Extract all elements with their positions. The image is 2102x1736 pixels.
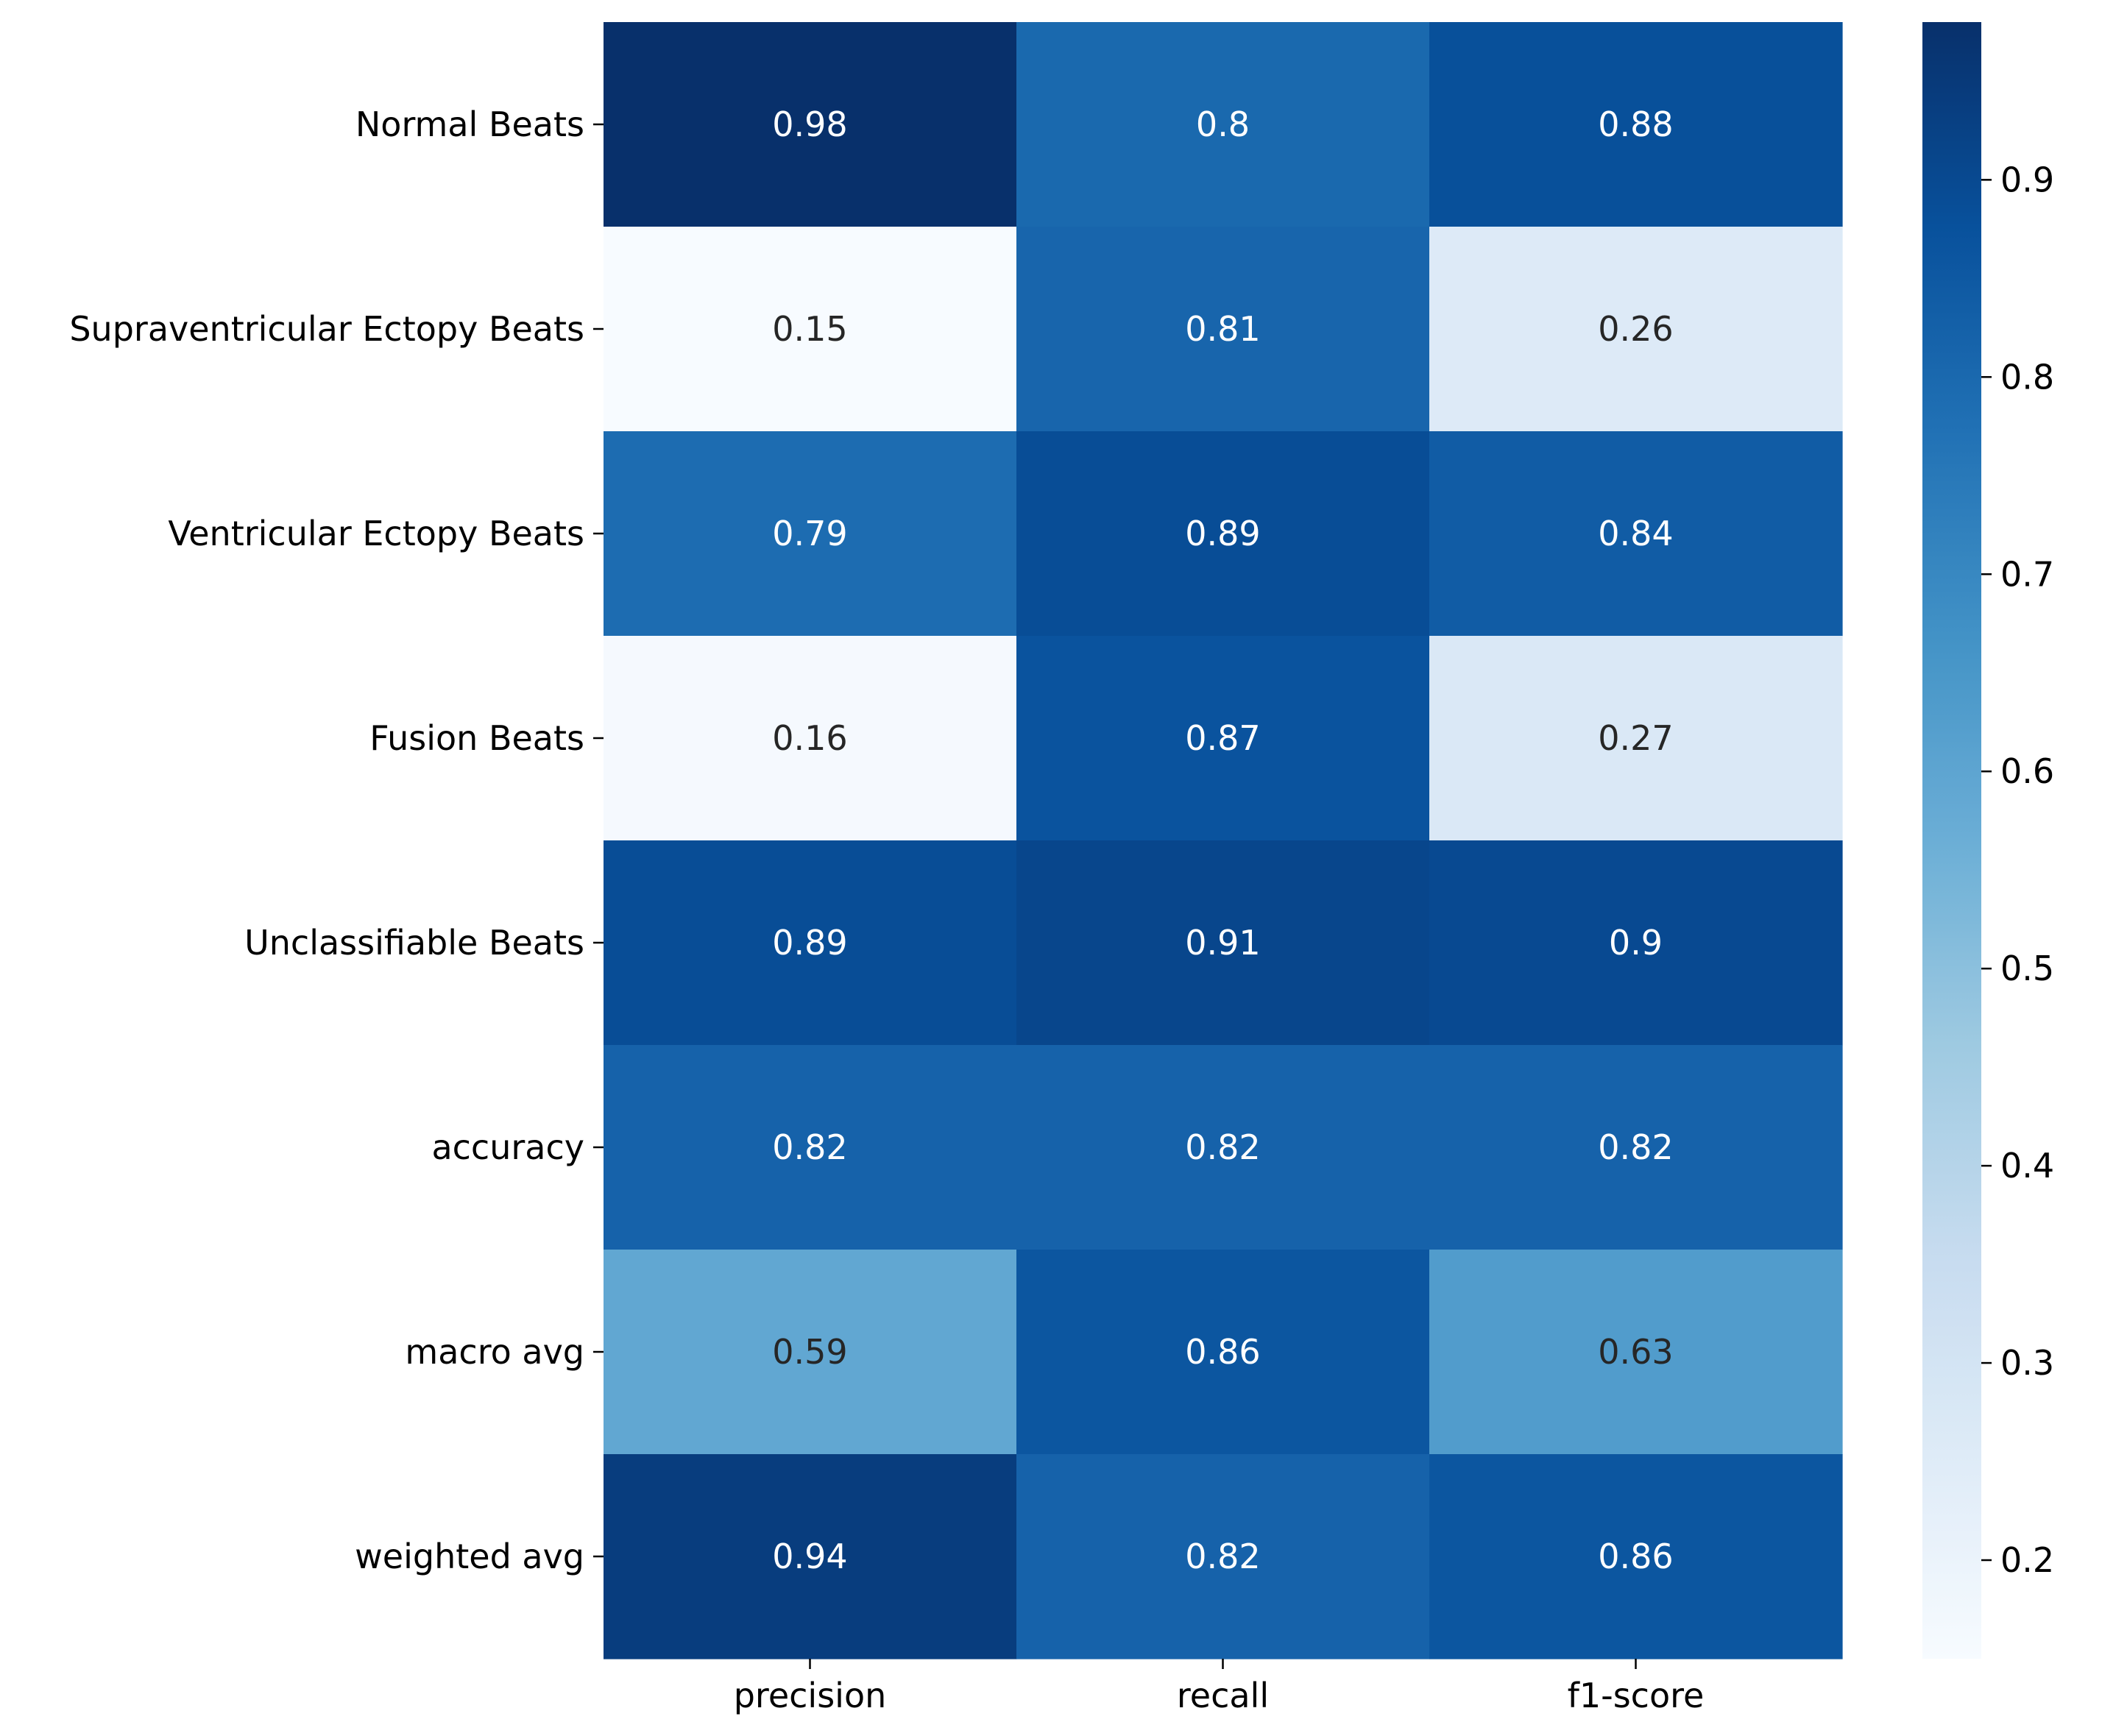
heatmap-cell-r0-c0	[604, 22, 1017, 227]
y-tick-label-3: Fusion Beats	[369, 718, 584, 758]
colorbar-tick-label-6: 0.8	[2000, 357, 2054, 397]
colorbar-tick-label-2: 0.4	[2000, 1146, 2054, 1186]
y-axis: Normal Beats Supraventricular Ectopy Beat…	[69, 104, 604, 1576]
heatmap-cell-r0-c2	[1429, 22, 1843, 227]
y-tick-label-2: Ventricular Ectopy Beats	[168, 514, 584, 553]
cell-annotation-r4-c0: 0.89	[772, 923, 847, 963]
heatmap-cell-r1-c1	[1016, 227, 1430, 432]
cell-annotation-r6-c0: 0.59	[772, 1332, 847, 1372]
cell-annotation-r1-c0: 0.15	[772, 309, 847, 349]
colorbar-tick-label-4: 0.6	[2000, 751, 2054, 791]
cell-annotation-r2-c2: 0.84	[1598, 514, 1673, 553]
heatmap-cell-r4-c1	[1016, 840, 1430, 1046]
heatmap-cell-r2-c2	[1429, 431, 1843, 637]
heatmap-cell-r1-c0	[604, 227, 1017, 432]
cell-annotations: 0.98 0.8 0.88 0.15 0.81 0.26 0.79 0.89 0.84 0.16 0…	[772, 104, 1673, 1576]
cell-annotation-r0-c0: 0.98	[772, 104, 847, 144]
cell-annotation-r3-c0: 0.16	[772, 718, 847, 758]
colorbar-tick-label-0: 0.2	[2000, 1540, 2054, 1580]
heatmap-cell-r5-c0	[604, 1045, 1017, 1250]
cell-annotation-r3-c1: 0.87	[1185, 718, 1260, 758]
heatmap-cell-r6-c1	[1016, 1250, 1430, 1455]
colorbar-gradient	[1922, 22, 1981, 1659]
cell-annotation-r7-c1: 0.82	[1185, 1537, 1260, 1576]
y-tick-label-7: weighted avg	[355, 1537, 584, 1576]
heatmap-cell-r0-c1	[1016, 22, 1430, 227]
x-tick-label-1: recall	[1177, 1676, 1269, 1715]
heatmap-cell-r4-c0	[604, 840, 1017, 1046]
heatmap-cell-r6-c0	[604, 1250, 1017, 1455]
heatmap-cell-r7-c2	[1429, 1454, 1843, 1659]
heatmap-cell-r7-c0	[604, 1454, 1017, 1659]
heatmap-cell-r4-c2	[1429, 840, 1843, 1046]
cell-annotation-r5-c0: 0.82	[772, 1127, 847, 1167]
heatmap-cell-r2-c1	[1016, 431, 1430, 637]
cell-annotation-r5-c2: 0.82	[1598, 1127, 1673, 1167]
colorbar-tick-label-7: 0.9	[2000, 160, 2054, 199]
cell-annotation-r7-c0: 0.94	[772, 1537, 847, 1576]
colorbar-tick-label-1: 0.3	[2000, 1343, 2054, 1383]
colorbar-tick-label-3: 0.5	[2000, 949, 2054, 988]
y-tick-label-1: Supraventricular Ectopy Beats	[69, 309, 584, 349]
y-tick-label-0: Normal Beats	[355, 104, 584, 144]
heatmap-cell-r5-c2	[1429, 1045, 1843, 1250]
heatmap-cell-r7-c1	[1016, 1454, 1430, 1659]
cell-annotation-r0-c1: 0.8	[1196, 104, 1250, 144]
cell-annotation-r4-c2: 0.9	[1609, 923, 1663, 963]
cell-annotation-r1-c1: 0.81	[1185, 309, 1260, 349]
heatmap-cell-r1-c2	[1429, 227, 1843, 432]
cell-annotation-r2-c1: 0.89	[1185, 514, 1260, 553]
cell-annotation-r1-c2: 0.26	[1598, 309, 1673, 349]
cell-annotation-r2-c0: 0.79	[772, 514, 847, 553]
x-axis: precision recall f1-score	[734, 1659, 1705, 1715]
cell-annotation-r6-c1: 0.86	[1185, 1332, 1260, 1372]
colorbar-tick-label-5: 0.7	[2000, 554, 2054, 594]
x-tick-label-2: f1-score	[1568, 1676, 1705, 1715]
x-tick-label-0: precision	[734, 1676, 887, 1715]
cell-annotation-r6-c2: 0.63	[1598, 1332, 1673, 1372]
heatmap-cell-r3-c2	[1429, 636, 1843, 841]
heatmap-cell-r3-c1	[1016, 636, 1430, 841]
heatmap-cells	[604, 22, 1843, 1659]
y-tick-label-4: Unclassifiable Beats	[244, 923, 584, 963]
y-tick-label-6: macro avg	[405, 1332, 584, 1372]
heatmap-cell-r5-c1	[1016, 1045, 1430, 1250]
cell-annotation-r7-c2: 0.86	[1598, 1537, 1673, 1576]
heatmap-cell-r2-c0	[604, 431, 1017, 637]
heatmap-cell-r6-c2	[1429, 1250, 1843, 1455]
y-tick-label-5: accuracy	[431, 1127, 584, 1167]
cell-annotation-r3-c2: 0.27	[1598, 718, 1673, 758]
cell-annotation-r4-c1: 0.91	[1185, 923, 1260, 963]
colorbar: 0.2 0.3 0.4 0.5 0.6 0.7 0.8 0.9	[1922, 22, 2054, 1659]
cell-annotation-r5-c1: 0.82	[1185, 1127, 1260, 1167]
cell-annotation-r0-c2: 0.88	[1598, 104, 1673, 144]
heatmap-cell-r3-c0	[604, 636, 1017, 841]
